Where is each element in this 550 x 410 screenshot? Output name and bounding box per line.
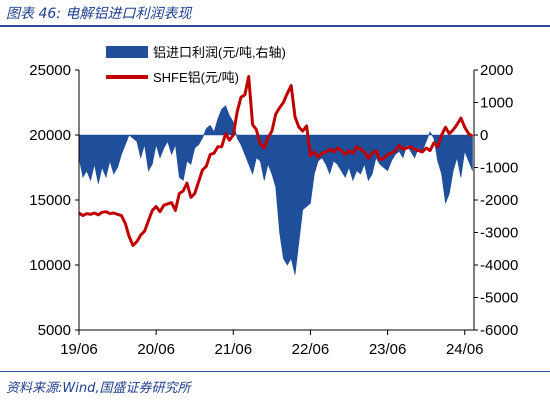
x-axis-tick-label: 20/06 (137, 341, 175, 358)
right-axis-tick-label: 1000 (480, 95, 513, 112)
profit-area-series (78, 105, 473, 275)
left-axis-tick-label: 25000 (29, 62, 71, 79)
right-axis-tick-label: -5000 (480, 290, 518, 307)
right-axis-tick-label: -6000 (480, 322, 518, 339)
x-axis-tick-label: 21/06 (215, 341, 253, 358)
left-axis-tick-label: 5000 (38, 322, 71, 339)
left-axis-tick-label: 10000 (29, 257, 71, 274)
legend-swatch-profit (106, 46, 148, 58)
title-divider (0, 25, 550, 27)
x-axis-tick-label: 19/06 (60, 341, 98, 358)
right-axis-tick-label: 0 (480, 127, 488, 144)
source-divider (0, 371, 550, 372)
right-axis-tick-label: 2000 (480, 62, 513, 79)
right-axis-tick-label: -1000 (480, 160, 518, 177)
x-axis-tick-label: 24/06 (446, 341, 484, 358)
left-axis-tick-label: 15000 (29, 192, 71, 209)
right-axis-tick-label: -3000 (480, 225, 518, 242)
page-title: 图表 46: 电解铝进口利润表现 (6, 6, 192, 22)
legend: 铝进口利润(元/吨,右轴) SHFE铝(元/吨) (106, 45, 286, 85)
left-axis-tick-label: 20000 (29, 127, 71, 144)
legend-label-profit: 铝进口利润(元/吨,右轴) (153, 45, 286, 60)
x-axis-tick-label: 23/06 (369, 341, 407, 358)
source-note: 资料来源:Wind,国盛证券研究所 (6, 381, 191, 396)
right-axis-tick-label: -2000 (480, 192, 518, 209)
right-axis-tick-label: -4000 (480, 257, 518, 274)
x-axis-tick-label: 22/06 (292, 341, 330, 358)
legend-label-price: SHFE铝(元/吨) (153, 70, 239, 85)
price-line-series (78, 75, 474, 247)
